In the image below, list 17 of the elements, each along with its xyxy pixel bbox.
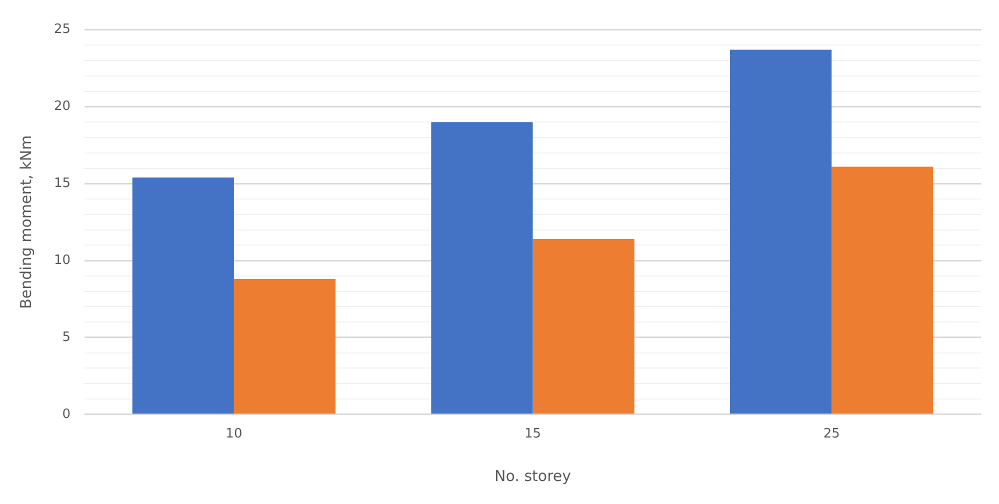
bar: [832, 166, 934, 414]
y-tick-label: 10: [54, 252, 71, 268]
y-axis-title: Bending moment, kNm: [16, 135, 35, 309]
bar: [132, 177, 234, 414]
x-axis-title: No. storey: [494, 466, 572, 485]
y-tick-label: 0: [62, 406, 71, 422]
x-tick-label: 25: [823, 426, 840, 442]
x-tick-label: 15: [524, 426, 542, 442]
bar: [532, 239, 634, 414]
bar: [431, 122, 533, 414]
y-tick-label: 20: [54, 99, 71, 114]
y-tick-label: 25: [54, 22, 71, 38]
y-tick-label: 5: [62, 330, 71, 345]
y-tick-label: 15: [54, 176, 71, 192]
bar: [234, 279, 336, 414]
x-tick-label: 10: [226, 426, 242, 442]
bar: [730, 50, 832, 414]
